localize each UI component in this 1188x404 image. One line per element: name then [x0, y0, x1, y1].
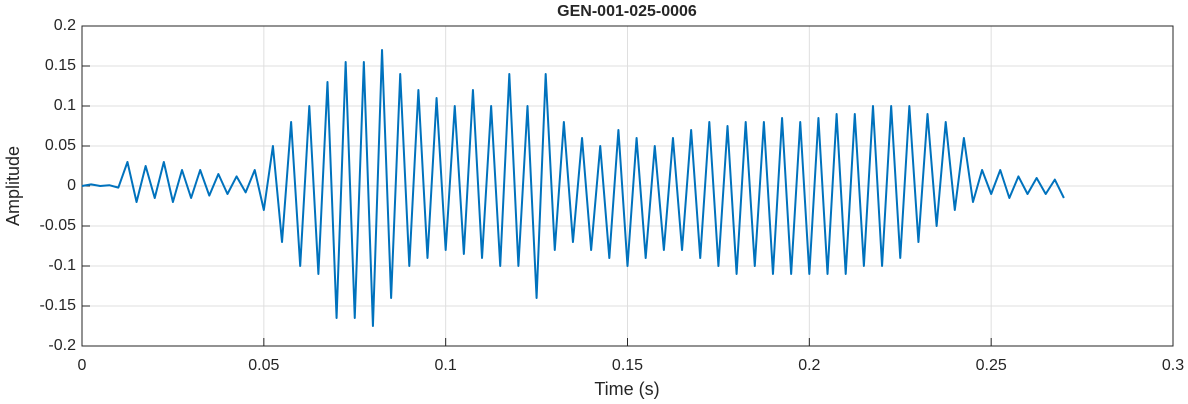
- y-tick-label: 0: [67, 177, 76, 194]
- y-tick-label: -0.2: [48, 337, 76, 354]
- x-tick-label: 0.15: [612, 357, 643, 374]
- y-tick-label: -0.15: [40, 297, 77, 314]
- x-tick-label: 0.3: [1162, 357, 1184, 374]
- y-tick-label: -0.05: [40, 217, 77, 234]
- x-axis-label: Time (s): [594, 379, 659, 399]
- x-tick-label: 0.25: [976, 357, 1007, 374]
- y-tick-label: -0.1: [48, 257, 76, 274]
- y-axis-label: Amplitude: [3, 146, 23, 226]
- y-tick-label: 0.05: [45, 137, 76, 154]
- y-tick-label: 0.1: [54, 97, 76, 114]
- x-tick-label: 0.1: [435, 357, 457, 374]
- waveform-line: [81, 49, 1065, 327]
- x-tick-label: 0.05: [248, 357, 279, 374]
- chart-title: GEN-001-025-0006: [557, 3, 697, 20]
- x-tick-label: 0: [78, 357, 87, 374]
- x-tick-label: 0.2: [798, 357, 820, 374]
- y-tick-label: 0.2: [54, 17, 76, 34]
- y-tick-label: 0.15: [45, 57, 76, 74]
